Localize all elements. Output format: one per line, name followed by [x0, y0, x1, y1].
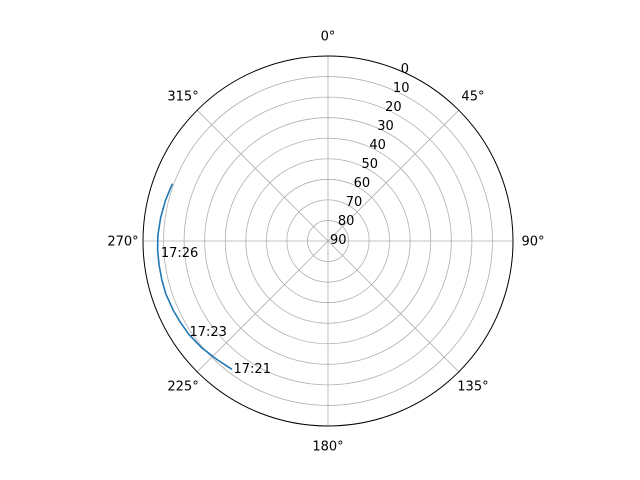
radial-tick-label: 70: [346, 195, 363, 210]
radial-tick-label: 40: [369, 138, 386, 153]
series-line: [156, 183, 233, 370]
theta-tick-labels: 0° 45° 90° 135° 180° 225° 270° 315°: [107, 30, 544, 455]
theta-tick-label: 270°: [107, 235, 138, 250]
theta-tick-label: 225°: [167, 379, 198, 394]
polar-frame: [142, 55, 514, 427]
theta-tick-label: 45°: [461, 90, 484, 105]
radial-tick-label: 80: [338, 214, 355, 229]
radial-tick-label: 30: [377, 119, 394, 134]
series-lines: [156, 183, 233, 370]
time-annotation: 17:26: [161, 246, 198, 261]
grid-spoke: [196, 240, 329, 373]
time-annotation: 17:23: [189, 325, 226, 340]
theta-tick-label: 180°: [312, 440, 343, 455]
grid: [143, 56, 513, 426]
radial-tick-labels: 0 10 20 30 40 50 60 70 80 90: [330, 62, 409, 248]
theta-tick-label: 315°: [167, 90, 198, 105]
theta-tick-label: 0°: [321, 30, 336, 45]
radial-tick-label: 90: [330, 233, 347, 248]
radial-tick-label: 0: [401, 62, 409, 77]
radial-tick-label: 10: [393, 81, 410, 96]
radial-tick-label: 60: [354, 176, 371, 191]
grid-spoke: [196, 109, 329, 242]
theta-tick-label: 135°: [457, 379, 488, 394]
time-annotation: 17:21: [234, 362, 271, 377]
grid-spoke: [327, 240, 460, 373]
annotations: 17:21 17:23 17:26: [161, 246, 271, 377]
radial-tick-label: 50: [361, 157, 378, 172]
theta-tick-label: 90°: [521, 235, 544, 250]
radial-tick-label: 20: [385, 100, 402, 115]
grid-spoke: [327, 109, 460, 242]
